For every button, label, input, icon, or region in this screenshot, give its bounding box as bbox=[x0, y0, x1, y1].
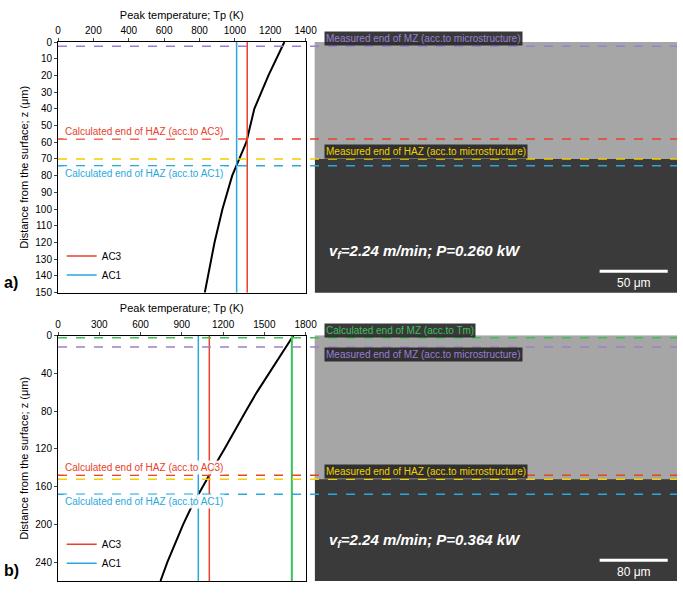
svg-text:140: 140 bbox=[35, 270, 52, 281]
svg-text:AC3: AC3 bbox=[102, 251, 122, 262]
svg-text:Measured end of MZ (acc.to mic: Measured end of MZ (acc.to microstructur… bbox=[326, 33, 521, 44]
svg-text:50 μm: 50 μm bbox=[617, 276, 651, 290]
svg-text:40: 40 bbox=[41, 103, 53, 114]
svg-text:1400: 1400 bbox=[294, 25, 317, 36]
svg-text:160: 160 bbox=[35, 481, 52, 492]
svg-text:100: 100 bbox=[35, 204, 52, 215]
svg-text:a): a) bbox=[4, 274, 18, 291]
svg-text:Peak temperature; Tp (K): Peak temperature; Tp (K) bbox=[120, 302, 244, 314]
svg-text:10: 10 bbox=[41, 53, 53, 64]
svg-text:600: 600 bbox=[156, 25, 173, 36]
svg-text:Calculated end of HAZ (acc.to: Calculated end of HAZ (acc.to AC3) bbox=[65, 126, 223, 137]
svg-text:1800: 1800 bbox=[294, 319, 317, 330]
svg-text:Measured end of HAZ (acc.to mi: Measured end of HAZ (acc.to microstructu… bbox=[326, 466, 526, 477]
svg-text:Distance from the surface; z (: Distance from the surface; z (μm) bbox=[18, 86, 30, 249]
svg-text:v​f​=2.24 m/min; P=0.364 kW: v​f​=2.24 m/min; P=0.364 kW bbox=[329, 531, 521, 550]
svg-text:Calculated end of MZ (acc.to T: Calculated end of MZ (acc.to Tm) bbox=[326, 325, 474, 336]
svg-text:Calculated end of HAZ (acc.to: Calculated end of HAZ (acc.to AC3) bbox=[65, 462, 223, 473]
svg-text:300: 300 bbox=[91, 319, 108, 330]
svg-text:70: 70 bbox=[41, 153, 53, 164]
svg-text:240: 240 bbox=[35, 557, 52, 568]
svg-text:200: 200 bbox=[35, 519, 52, 530]
svg-text:Calculated end of HAZ (acc.to: Calculated end of HAZ (acc.to AC1) bbox=[65, 168, 223, 179]
svg-text:AC1: AC1 bbox=[102, 270, 122, 281]
svg-text:200: 200 bbox=[85, 25, 102, 36]
svg-text:v​f​=2.24 m/min; P=0.260 kW: v​f​=2.24 m/min; P=0.260 kW bbox=[329, 242, 521, 261]
svg-text:600: 600 bbox=[132, 319, 149, 330]
svg-text:50: 50 bbox=[41, 120, 53, 131]
svg-text:900: 900 bbox=[173, 319, 190, 330]
svg-text:80: 80 bbox=[41, 406, 53, 417]
svg-text:0: 0 bbox=[46, 37, 52, 48]
svg-text:0: 0 bbox=[55, 25, 61, 36]
svg-text:110: 110 bbox=[36, 220, 52, 231]
svg-text:Measured end of HAZ (acc.to mi: Measured end of HAZ (acc.to microstructu… bbox=[326, 146, 526, 157]
svg-text:80: 80 bbox=[41, 170, 53, 181]
svg-text:60: 60 bbox=[41, 137, 53, 148]
svg-text:90: 90 bbox=[41, 187, 53, 198]
svg-text:1000: 1000 bbox=[224, 25, 247, 36]
svg-text:1200: 1200 bbox=[212, 319, 235, 330]
svg-text:40: 40 bbox=[41, 368, 53, 379]
svg-text:800: 800 bbox=[191, 25, 208, 36]
svg-text:30: 30 bbox=[41, 87, 53, 98]
svg-text:AC3: AC3 bbox=[102, 539, 122, 550]
svg-text:Peak temperature; Tp (K): Peak temperature; Tp (K) bbox=[120, 9, 244, 21]
svg-text:Measured end of MZ (acc.to mic: Measured end of MZ (acc.to microstructur… bbox=[326, 349, 521, 360]
svg-text:0: 0 bbox=[46, 330, 52, 341]
svg-text:b): b) bbox=[4, 562, 19, 579]
svg-text:80 μm: 80 μm bbox=[617, 565, 651, 579]
svg-text:120: 120 bbox=[35, 443, 52, 454]
svg-text:0: 0 bbox=[55, 319, 61, 330]
svg-text:Distance from the surface; z (: Distance from the surface; z (μm) bbox=[18, 377, 30, 540]
svg-text:120: 120 bbox=[35, 237, 52, 248]
svg-text:AC1: AC1 bbox=[102, 558, 122, 569]
svg-text:1200: 1200 bbox=[259, 25, 282, 36]
svg-text:400: 400 bbox=[120, 25, 137, 36]
svg-text:1500: 1500 bbox=[253, 319, 276, 330]
svg-text:20: 20 bbox=[41, 70, 53, 81]
svg-text:Calculated end of HAZ (acc.to: Calculated end of HAZ (acc.to AC1) bbox=[65, 496, 223, 507]
svg-text:150: 150 bbox=[35, 287, 52, 298]
svg-text:130: 130 bbox=[35, 254, 52, 265]
